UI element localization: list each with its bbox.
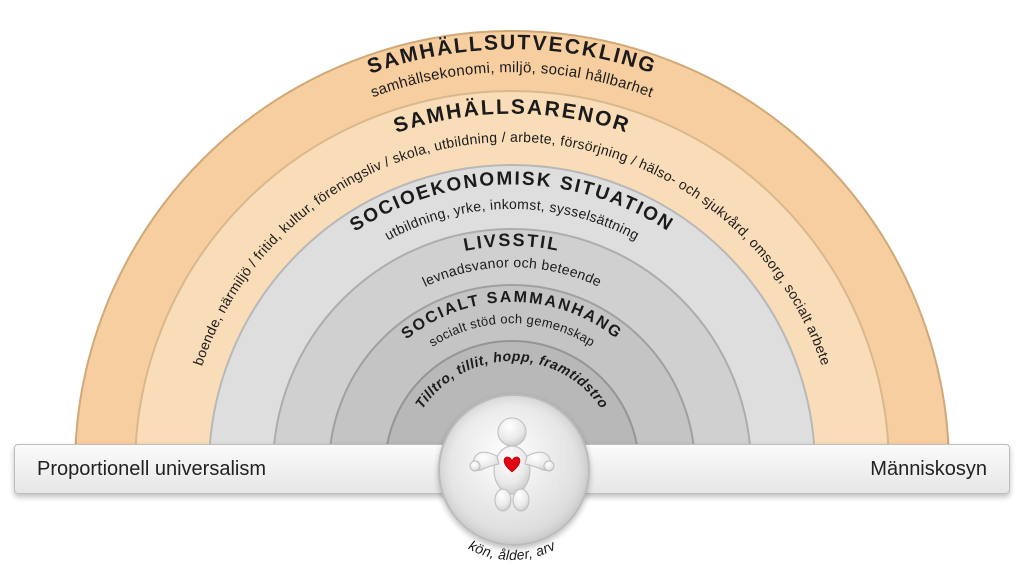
- diagram-canvas: Proportionell universalism Människosyn S…: [0, 0, 1024, 565]
- bottom-bar-right-text: Människosyn: [870, 458, 987, 481]
- person-with-heart-icon: [467, 412, 557, 512]
- bottom-bar-left-text: Proportionell universalism: [37, 458, 266, 481]
